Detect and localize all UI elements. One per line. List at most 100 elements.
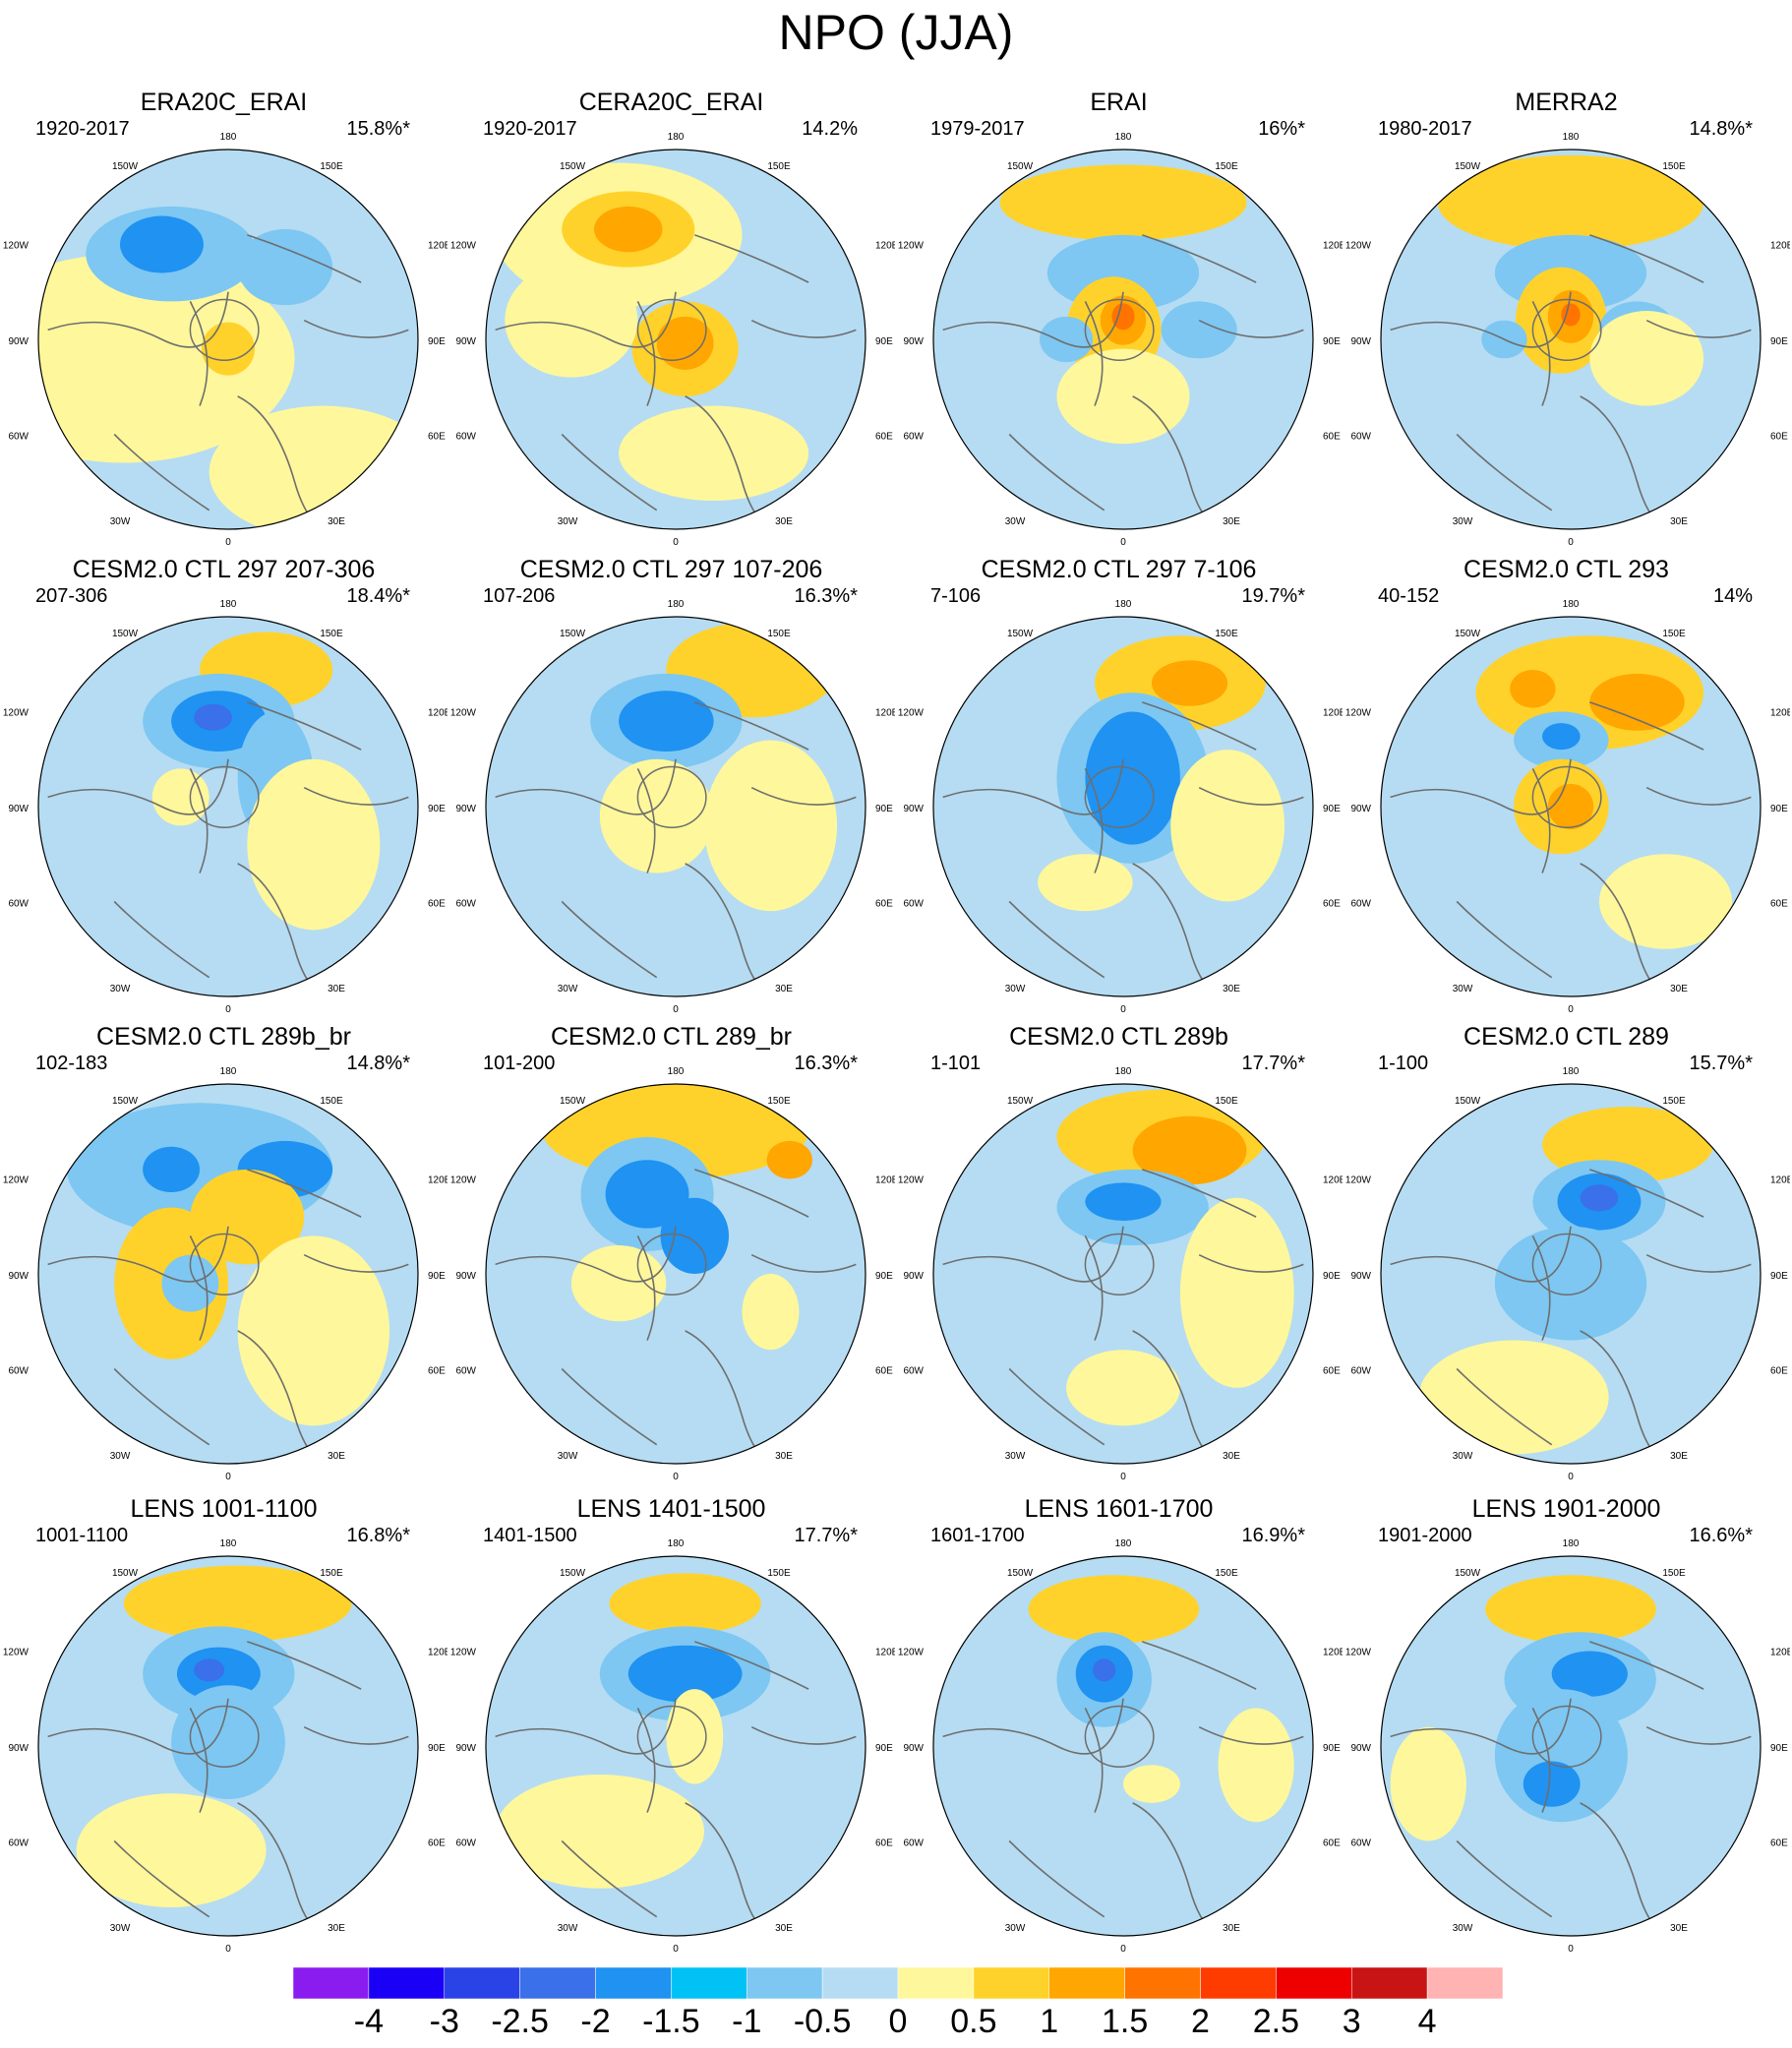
map-label-90e: 90E: [428, 1743, 446, 1754]
map-label-bottom: 0: [673, 1944, 679, 1955]
anomaly-contour: [1111, 303, 1135, 331]
panel-title: CESM2.0 CTL 297 107-206: [519, 556, 823, 583]
figure-title: NPO (JJA): [778, 5, 1014, 60]
map-label-top: 180: [220, 1066, 237, 1077]
map-label-top: 180: [668, 1066, 685, 1077]
map-label-120w: 120W: [1345, 707, 1372, 718]
panel-years: 207-306: [35, 585, 108, 607]
coastline: [47, 291, 229, 348]
coastline: [636, 765, 707, 828]
map-label-90e: 90E: [875, 1743, 893, 1754]
map-label-150w: 150W: [1455, 161, 1481, 172]
anomaly-contour: [1028, 1575, 1200, 1644]
coastline: [1589, 234, 1704, 283]
map-background: [38, 617, 418, 996]
map-label-bottom: 0: [1120, 1004, 1126, 1015]
polar-map: 180 0 150W 150E 120W 120E 90W 90E 60W 60E 30W 30E: [898, 132, 1343, 548]
panel-variance-pct: 14.8%*: [346, 1053, 411, 1074]
map-label-90e: 90E: [875, 336, 893, 347]
map-label-30w: 30W: [558, 516, 578, 527]
map-panel: 180 0 150W 150E 120W 120E 90W 90E 60W 60E 30W 30E LE…: [895, 1495, 1343, 1962]
coastline: [247, 1169, 362, 1218]
map-label-150e: 150E: [767, 1096, 791, 1107]
anomaly-contour: [599, 758, 714, 873]
panel-variance-pct: 14%: [1712, 585, 1753, 607]
map-label-30e: 30E: [328, 1923, 345, 1934]
anomaly-contour: [570, 1245, 667, 1322]
coastline: [1084, 765, 1155, 828]
coastline: [942, 1698, 1124, 1755]
coastline: [694, 234, 809, 283]
polar-map: 180 0 150W 150E 120W 120E 90W 90E 60W 60E 30W 30E: [3, 1538, 448, 1955]
map-label-30w: 30W: [1453, 984, 1473, 994]
coastline: [495, 1698, 677, 1755]
map-label-150w: 150W: [1455, 1096, 1481, 1107]
anomaly-contour: [171, 1685, 285, 1800]
anomaly-contour: [1418, 1340, 1609, 1455]
coastline: [1456, 900, 1553, 979]
panel-years: 107-206: [483, 585, 556, 607]
map-label-120e: 120E: [1770, 1647, 1790, 1657]
coastline: [636, 298, 707, 361]
map-label-30e: 30E: [328, 984, 345, 994]
anomaly-contour: [703, 740, 838, 912]
map-label-bottom: 0: [1120, 537, 1126, 548]
coastline: [1008, 433, 1105, 512]
map-label-120e: 120E: [428, 1175, 448, 1185]
polar-map: 180 0 150W 150E 120W 120E 90W 90E 60W 60E 30W 30E: [450, 599, 895, 1015]
map-label-30w: 30W: [1453, 1923, 1473, 1934]
anomaly-contour: [1085, 1182, 1162, 1221]
panel-title: ERAI: [1090, 89, 1148, 116]
map-label-60w: 60W: [455, 432, 476, 443]
map-label-150w: 150W: [560, 1568, 586, 1579]
anomaly-contour: [190, 1169, 305, 1265]
map-label-30w: 30W: [1453, 516, 1473, 527]
map-label-30e: 30E: [328, 1451, 345, 1462]
map-label-120w: 120W: [3, 1175, 30, 1185]
map-label-150e: 150E: [767, 161, 791, 172]
colorbar-swatch: [1276, 1967, 1352, 1999]
coastline: [561, 1367, 658, 1446]
coastline: [750, 1253, 857, 1273]
anomaly-contour: [1123, 1765, 1180, 1803]
panel-title: CESM2.0 CTL 289: [1463, 1023, 1669, 1051]
map-label-150w: 150W: [1007, 1096, 1034, 1107]
map-label-60w: 60W: [8, 899, 29, 910]
map-label-30e: 30E: [1670, 1923, 1688, 1934]
map-label-60e: 60E: [875, 1366, 893, 1377]
coastline: [189, 1705, 260, 1768]
map-panel: 180 0 150W 150E 120W 120E 90W 90E 60W 60E 30W 30E ER…: [895, 89, 1343, 556]
coastline: [1645, 1253, 1752, 1273]
map-rim: [485, 149, 866, 530]
map-label-120e: 120E: [875, 1647, 895, 1657]
map-label-60e: 60E: [428, 432, 446, 443]
map-label-150w: 150W: [1007, 161, 1034, 172]
map-label-120e: 120E: [428, 707, 448, 718]
anomaly-contour: [999, 164, 1247, 241]
coastline: [1198, 1253, 1304, 1273]
colorbar-label: -1: [732, 2003, 762, 2040]
colorbar-swatch: [368, 1967, 445, 1999]
map-label-150e: 150E: [1215, 161, 1238, 172]
anomaly-contour: [505, 263, 638, 378]
map-rim: [485, 1555, 866, 1937]
colorbar-swatch: [1200, 1967, 1277, 1999]
map-label-60w: 60W: [903, 432, 924, 443]
map-panel: 180 0 150W 150E 120W 120E 90W 90E 60W 60E 30W 30E CE…: [1343, 1023, 1790, 1490]
anomaly-contour: [201, 322, 256, 376]
map-label-top: 180: [1563, 1538, 1580, 1549]
coastline: [561, 433, 658, 512]
panel-variance-pct: 14.8%*: [1689, 118, 1754, 140]
panel-years: 102-183: [35, 1053, 108, 1074]
coastline: [1645, 786, 1752, 806]
map-label-30w: 30W: [110, 1451, 131, 1462]
anomaly-contour: [1040, 316, 1094, 363]
map-label-bottom: 0: [1568, 1472, 1574, 1482]
map-label-90e: 90E: [428, 1271, 446, 1282]
map-label-bottom: 0: [225, 537, 231, 548]
anomaly-contour: [1437, 154, 1704, 251]
map-label-90w: 90W: [903, 336, 924, 347]
panel-years: 1601-1700: [930, 1525, 1025, 1546]
polar-map: 180 0 150W 150E 120W 120E 90W 90E 60W 60E 30W 30E: [450, 132, 895, 548]
map-label-60w: 60W: [903, 899, 924, 910]
